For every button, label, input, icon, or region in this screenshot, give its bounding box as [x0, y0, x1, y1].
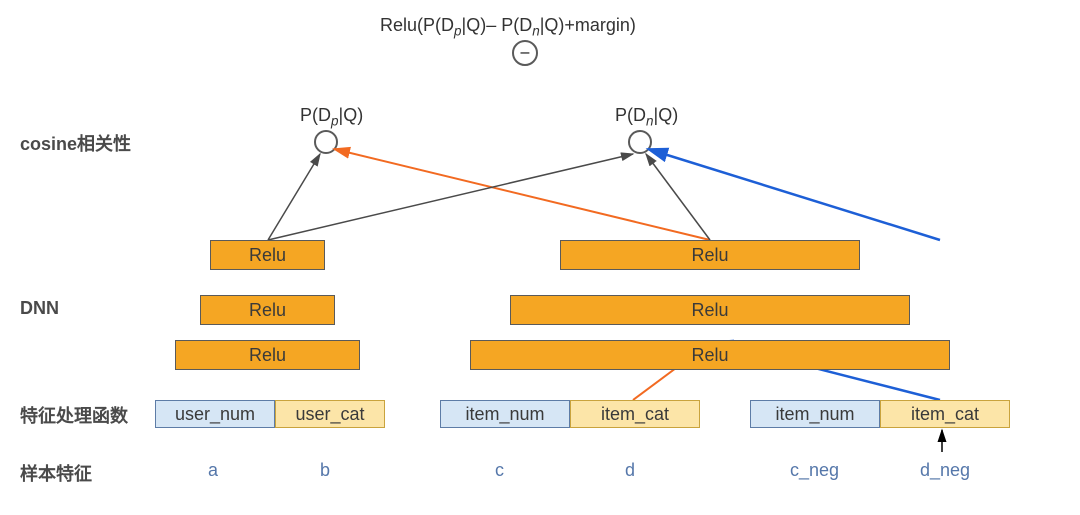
formula-top: Relu(P(Dp|Q)– P(Dn|Q)+margin) [380, 15, 636, 39]
formula-text: |Q)– P( [462, 15, 520, 35]
arrow [648, 149, 940, 240]
formula-text: Relu(P( [380, 15, 441, 35]
formula-dp-sub: p [454, 24, 462, 39]
arrow [268, 154, 320, 240]
formula-dn: D [519, 15, 532, 35]
label-sample-feat: 样本特征 [20, 460, 92, 486]
formula-right: P(Dn|Q) [615, 105, 678, 129]
relu-user-bot: Relu [175, 340, 360, 370]
feat-user-num: user_num [155, 400, 275, 428]
formula-text: |Q)+margin) [540, 15, 636, 35]
feat-item-cat-neg: item_cat [880, 400, 1010, 428]
arrows-layer [0, 0, 1080, 515]
formula-text: P( [615, 105, 633, 125]
minus-sign: – [521, 45, 530, 61]
minus-circle: – [512, 40, 538, 66]
relu-user-mid: Relu [200, 295, 335, 325]
formula-text: |Q) [654, 105, 679, 125]
feat-user-cat: user_cat [275, 400, 385, 428]
formula-dn-sub: n [646, 114, 654, 129]
formula-text: P( [300, 105, 318, 125]
formula-dp: D [441, 15, 454, 35]
sample-b: b [320, 460, 330, 481]
relu-item-top: Relu [560, 240, 860, 270]
feat-item-num-pos: item_num [440, 400, 570, 428]
relu-user-top: Relu [210, 240, 325, 270]
formula-dn-sub: n [532, 24, 540, 39]
sample-c: c [495, 460, 504, 481]
sample-c-neg: c_neg [790, 460, 839, 481]
left-circle [314, 130, 338, 154]
label-dnn: DNN [20, 298, 59, 319]
relu-item-mid: Relu [510, 295, 910, 325]
label-feat-func: 特征处理函数 [20, 402, 128, 428]
sample-a: a [208, 460, 218, 481]
formula-text: |Q) [339, 105, 364, 125]
sample-d: d [625, 460, 635, 481]
relu-item-bot: Relu [470, 340, 950, 370]
sample-d-neg: d_neg [920, 460, 970, 481]
formula-left: P(Dp|Q) [300, 105, 363, 129]
arrow [268, 154, 633, 240]
right-circle [628, 130, 652, 154]
arrow [646, 154, 710, 240]
feat-item-cat-pos: item_cat [570, 400, 700, 428]
formula-dp-sub: p [331, 114, 339, 129]
arrow [334, 149, 710, 240]
formula-dp: D [318, 105, 331, 125]
feat-item-num-neg: item_num [750, 400, 880, 428]
label-cosine: cosine相关性 [20, 130, 131, 156]
formula-dn: D [633, 105, 646, 125]
